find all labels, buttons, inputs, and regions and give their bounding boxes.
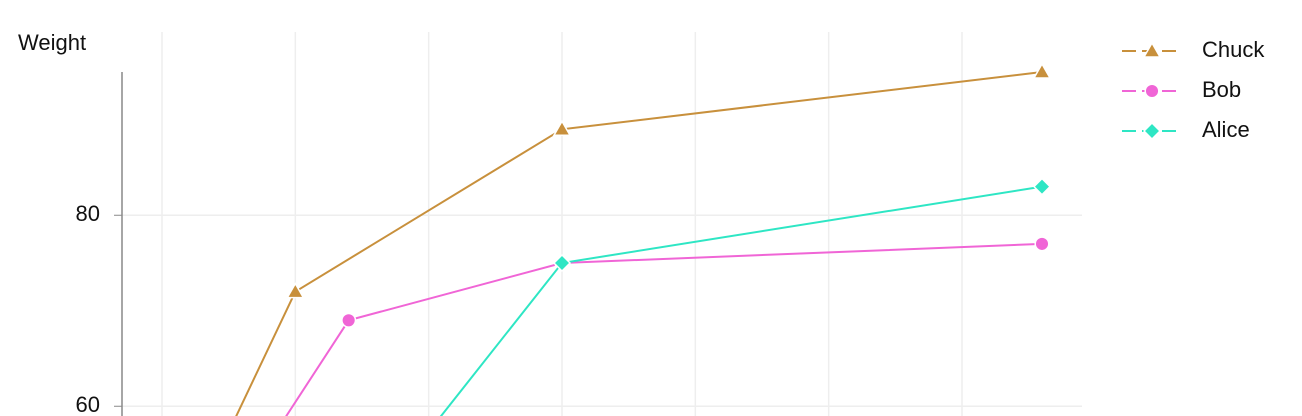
legend-marker [1142,121,1162,141]
legend-label: Bob [1202,77,1241,102]
legend-marker [1142,41,1162,58]
legend-marker [1144,83,1160,99]
y-axis-label: Weight [18,30,86,55]
series-line [439,185,1043,416]
marker [1032,62,1052,79]
marker [286,282,305,299]
y-tick-label: 80 [76,201,100,226]
series-line [285,242,1043,416]
marker [552,119,572,137]
y-tick-label: 60 [76,392,100,416]
legend-label: Chuck [1202,37,1265,62]
series-line [235,71,1043,416]
marker [1034,236,1050,252]
marker [1032,177,1052,196]
marker [341,312,357,328]
marker [552,253,572,273]
legend-label: Alice [1202,117,1250,142]
